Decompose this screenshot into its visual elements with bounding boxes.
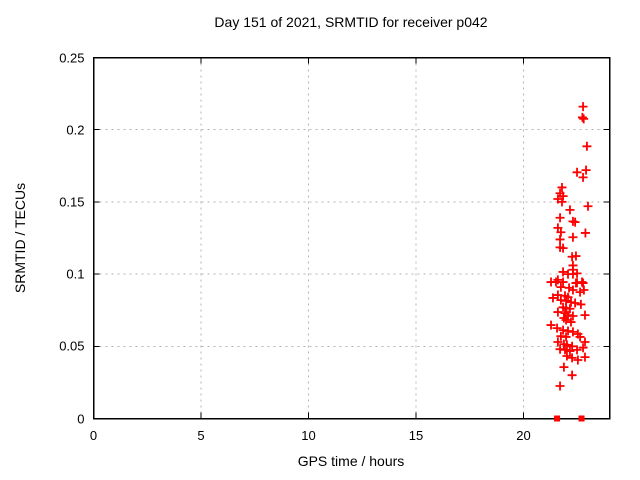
- data-point-plus: [566, 317, 576, 327]
- x-tick-label: 0: [89, 427, 98, 443]
- data-point-plus: [561, 332, 571, 342]
- data-point-plus: [572, 345, 582, 355]
- data-point-plus: [572, 167, 582, 177]
- data-point-plus: [581, 165, 591, 175]
- data-point-plus: [579, 285, 589, 295]
- data-point-plus: [580, 337, 590, 347]
- data-point-plus: [558, 191, 568, 201]
- data-point-plus: [558, 243, 568, 253]
- x-tick-label: 10: [301, 427, 316, 443]
- data-point-plus: [555, 234, 565, 244]
- y-tick-label: 0.15: [59, 194, 85, 210]
- data-point-plus: [562, 340, 572, 350]
- plot-border: [92, 56, 611, 420]
- y-tick-label: 0.1: [66, 266, 85, 282]
- data-point-plus: [573, 355, 583, 365]
- data-point-plus: [580, 228, 590, 238]
- data-point-plus: [565, 205, 575, 215]
- data-point-plus: [552, 323, 562, 333]
- data-point-plus: [551, 277, 561, 287]
- data-point-plus: [578, 102, 588, 112]
- data-point-plus: [580, 352, 590, 362]
- data-point-plus: [556, 282, 566, 292]
- data-point-plus: [577, 277, 587, 287]
- x-axis-label: GPS time / hours: [297, 453, 405, 469]
- data-point-plus: [567, 341, 577, 351]
- data-point-plus: [568, 285, 578, 295]
- y-tick-label: 0: [77, 411, 85, 426]
- x-tick-label: 5: [197, 427, 205, 443]
- data-point-plus: [555, 381, 565, 391]
- data-point-plus: [570, 298, 580, 308]
- data-point-plus: [567, 353, 577, 363]
- data-point-plus: [553, 307, 563, 317]
- data-point-plus: [567, 370, 577, 380]
- data-point-plus: [568, 216, 578, 226]
- data-point-plus: [568, 311, 578, 321]
- y-tick-label: 0.25: [59, 50, 85, 65]
- data-point-plus: [578, 343, 588, 353]
- data-point-plus: [568, 232, 578, 242]
- y-tick-label: 0.2: [66, 122, 85, 138]
- data-point-plus: [553, 337, 563, 347]
- data-point-plus: [565, 304, 575, 314]
- data-point-plus: [557, 197, 567, 207]
- data-point-plus: [578, 172, 588, 182]
- data-point-plus: [555, 213, 565, 223]
- data-point-square: [554, 415, 561, 422]
- x-tick-label: 20: [516, 427, 531, 443]
- data-point-plus: [583, 201, 593, 211]
- data-point-plus: [562, 351, 572, 361]
- data-point-plus: [576, 299, 586, 309]
- data-point-plus: [548, 293, 558, 303]
- data-point-plus: [579, 114, 589, 124]
- data-point-plus: [571, 251, 581, 261]
- data-point-plus: [580, 310, 590, 320]
- data-point-plus: [565, 346, 575, 356]
- chart-title: Day 151 of 2021, SRMTID for receiver p04…: [214, 14, 488, 30]
- data-point-plus: [558, 267, 568, 277]
- data-point-plus: [575, 332, 585, 342]
- data-point-plus: [559, 362, 569, 372]
- data-point-plus: [572, 268, 582, 278]
- data-point-plus: [577, 112, 587, 122]
- data-point-plus: [557, 182, 567, 192]
- y-tick-label: 0.05: [59, 338, 85, 354]
- data-point-plus: [561, 315, 571, 325]
- data-point-plus: [546, 320, 556, 330]
- x-tick-label: 15: [408, 427, 424, 443]
- data-point-plus: [582, 141, 592, 151]
- data-point-plus: [568, 327, 578, 337]
- data-point-plus: [560, 345, 570, 355]
- data-point-square: [578, 415, 585, 422]
